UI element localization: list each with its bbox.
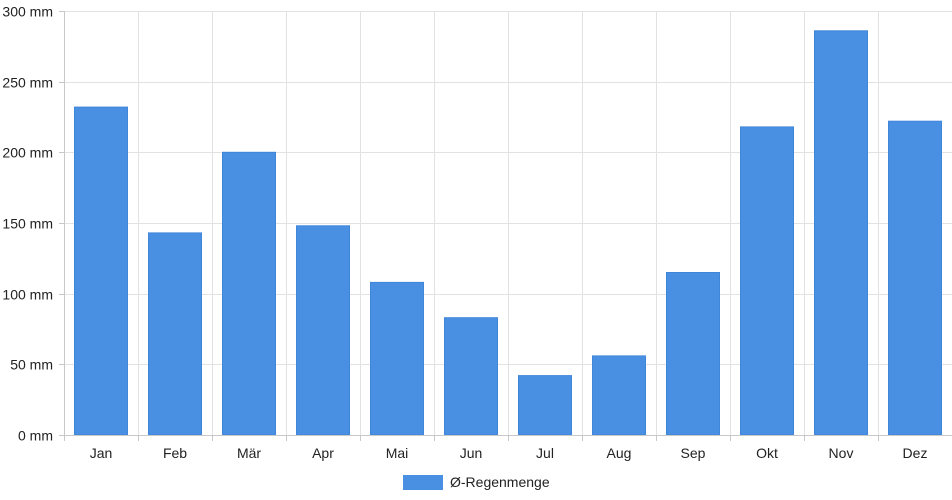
y-tick-label: 250 mm (2, 75, 53, 91)
x-tick-label: Jan (90, 445, 113, 461)
y-tick-label: 100 mm (2, 287, 53, 303)
x-tick-label: Sep (681, 445, 706, 461)
x-tick-label: Aug (607, 445, 632, 461)
bar-jan[interactable] (74, 106, 128, 436)
bar-nov[interactable] (814, 30, 868, 436)
bar-jul[interactable] (518, 375, 572, 436)
legend-label[interactable]: Ø-Regenmenge (450, 474, 550, 490)
bar-jun[interactable] (444, 317, 498, 436)
x-tick-label: Apr (312, 445, 334, 461)
x-tick-label: Okt (756, 445, 778, 461)
bar-mai[interactable] (370, 281, 424, 436)
bar-feb[interactable] (148, 232, 202, 436)
x-tick-label: Mär (237, 445, 261, 461)
bar-apr[interactable] (296, 225, 350, 436)
y-tick-label: 50 mm (10, 357, 53, 373)
bar-aug[interactable] (592, 355, 646, 436)
y-tick-label: 200 mm (2, 145, 53, 161)
x-tick-label: Jul (536, 445, 554, 461)
x-axis-tick-labels: Jan Feb Mär Apr Mai Jun Jul Aug Sep Okt Nov Dez (90, 445, 928, 461)
y-tick-label: 0 mm (18, 428, 53, 444)
grid-layer (64, 11, 952, 435)
bar-sep[interactable] (666, 272, 720, 436)
legend[interactable]: Ø-Regenmenge (403, 474, 550, 490)
bars-layer (74, 30, 942, 436)
axis-layer (59, 11, 952, 441)
x-tick-label: Mai (386, 445, 409, 461)
y-tick-label: 300 mm (2, 4, 53, 20)
x-tick-label: Feb (163, 445, 187, 461)
y-tick-label: 150 mm (2, 216, 53, 232)
y-axis-tick-labels: 0 mm 50 mm 100 mm 150 mm 200 mm 250 mm 300 mm (2, 4, 53, 444)
x-tick-label: Dez (903, 445, 928, 461)
legend-swatch[interactable] (403, 475, 443, 490)
bar-dez[interactable] (888, 120, 942, 436)
bar-okt[interactable] (740, 126, 794, 436)
x-tick-label: Jun (460, 445, 483, 461)
bar-mär[interactable] (222, 151, 276, 436)
x-tick-label: Nov (829, 445, 854, 461)
